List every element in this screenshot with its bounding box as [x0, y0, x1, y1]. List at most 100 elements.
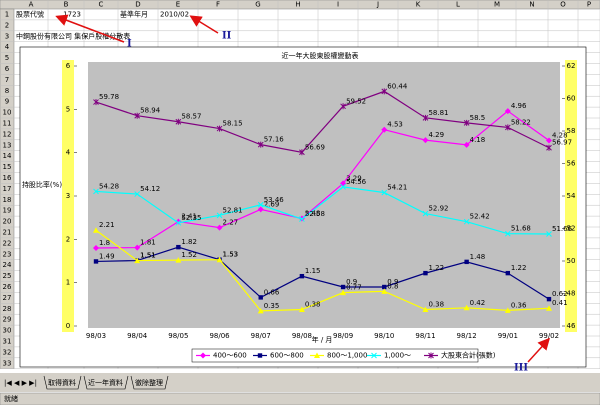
cell: 股票代號	[16, 9, 44, 18]
point	[299, 149, 305, 156]
row-header: 24	[3, 261, 12, 269]
cell: 中鋼股份有限公司 集保戶股權分散表	[16, 31, 130, 40]
row-header: 2	[5, 21, 9, 29]
y-tick-label: 1	[66, 279, 70, 287]
column-header: B	[64, 1, 69, 9]
point	[257, 201, 264, 208]
data-label: 3.29	[346, 174, 362, 182]
plot-area	[88, 62, 560, 328]
series-line	[95, 229, 550, 312]
point	[216, 212, 223, 219]
point	[463, 218, 470, 225]
column-header: P	[587, 1, 591, 9]
point	[546, 296, 552, 302]
point	[134, 112, 141, 119]
sheet-tab[interactable]: 徹除整理	[135, 378, 163, 387]
point	[340, 284, 346, 290]
series-line	[95, 110, 550, 249]
point	[340, 103, 346, 110]
data-label: 1.49	[99, 252, 115, 260]
point	[257, 307, 264, 314]
point	[546, 137, 552, 144]
point	[504, 307, 511, 313]
legend-marker	[371, 352, 377, 359]
legend-box	[191, 348, 479, 363]
row-header: 31	[3, 337, 12, 345]
annotation: III	[514, 363, 528, 374]
row-header: 17	[3, 185, 12, 193]
row-header: 4	[5, 43, 10, 51]
sheet-tab[interactable]: 近一年資料	[88, 378, 123, 387]
point	[463, 119, 470, 126]
point	[257, 141, 264, 148]
y2-tick-label: 56	[567, 160, 576, 168]
x-tick-label: 98/03	[86, 332, 106, 340]
legend-marker	[428, 352, 434, 359]
point	[257, 206, 264, 213]
legend-label: 1,000～	[384, 352, 411, 360]
point	[546, 231, 552, 237]
data-label: 1.8	[99, 239, 110, 247]
data-label: 52.42	[470, 213, 490, 221]
chart-title: 近一年大股東股權變動表	[282, 51, 359, 60]
column-header: F	[216, 1, 220, 9]
data-label: 0.77	[346, 284, 362, 292]
legend-label: 400～600	[213, 352, 247, 360]
arrow	[55, 14, 125, 43]
x-axis-label: 年 / 月	[312, 335, 333, 344]
point	[298, 306, 305, 313]
data-label: 0.41	[552, 299, 568, 307]
data-label: 1.81	[140, 239, 156, 247]
series-line	[95, 90, 550, 153]
data-label: 4.18	[470, 136, 486, 144]
tab-nav[interactable]: |◀ ◀ ▶ ▶|	[4, 379, 37, 387]
point	[93, 259, 99, 264]
data-label: 58.94	[140, 107, 161, 115]
point	[381, 189, 388, 196]
row-header: 11	[3, 119, 12, 127]
data-label: 53.46	[264, 196, 285, 204]
data-label: 2.41	[181, 213, 197, 221]
y2-axis-strip	[565, 60, 577, 332]
data-label: 2.27	[223, 219, 239, 227]
legend-label: 大股東合計(張數)	[441, 351, 496, 360]
point	[463, 141, 470, 148]
data-label: 1.53	[223, 251, 239, 259]
data-label: 58.15	[223, 120, 243, 128]
column-header: J	[376, 1, 379, 9]
point	[546, 144, 552, 151]
x-tick-label: 98/09	[333, 332, 353, 340]
data-label: 52.81	[223, 206, 243, 214]
sheet-tab[interactable]: 取得資料	[48, 378, 76, 387]
point	[381, 288, 388, 294]
point	[93, 99, 99, 106]
y2-tick-label: 54	[567, 192, 576, 200]
x-tick-label: 99/01	[498, 332, 518, 340]
y2-tick-label: 46	[567, 322, 576, 330]
y2-tick-label: 48	[567, 290, 576, 298]
data-label: 52.92	[428, 205, 448, 213]
point	[175, 118, 182, 125]
tab-edge	[43, 375, 82, 390]
row-header: 26	[3, 283, 12, 291]
legend-marker	[314, 352, 320, 358]
cell: 1723	[63, 10, 81, 18]
arrow	[189, 15, 219, 34]
data-label: 54.56	[346, 178, 367, 186]
y-tick-label: 5	[66, 105, 70, 113]
data-label: 2.48	[305, 210, 321, 218]
data-label: 54.12	[140, 185, 160, 193]
data-label: 51.68	[511, 225, 531, 233]
data-label: 1.51	[140, 252, 156, 260]
data-label: 58.5	[470, 114, 486, 122]
data-label: 0.62	[552, 290, 568, 298]
point	[504, 124, 511, 131]
x-tick-label: 98/11	[415, 332, 435, 340]
data-label: 60.44	[387, 82, 408, 90]
point	[93, 227, 99, 233]
row-header: 30	[3, 327, 12, 335]
point	[340, 289, 347, 296]
row-header: 20	[3, 218, 12, 226]
column-header: O	[560, 1, 566, 9]
data-label: 57.16	[264, 136, 285, 144]
